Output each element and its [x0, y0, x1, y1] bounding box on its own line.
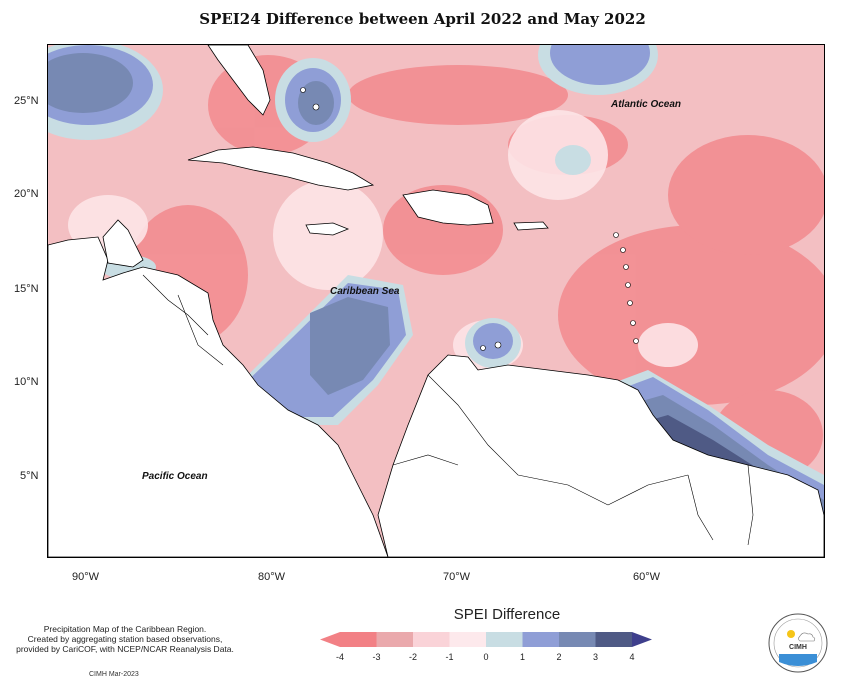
logo-text: CIMH: [789, 644, 807, 651]
legend-swatch: [486, 632, 523, 647]
lat-tick-25n: 25°N: [14, 95, 39, 107]
legend-arrow-right: [632, 632, 652, 647]
legend-tick-label: 2: [556, 652, 561, 662]
map-credit: CIMH Mar-2023: [89, 671, 139, 678]
legend-tick-label: -1: [445, 652, 453, 662]
sun-icon: [787, 630, 795, 638]
label-caribbean-sea: Caribbean Sea: [330, 286, 400, 297]
legend-title: SPEI Difference: [453, 606, 561, 623]
legend-colorbar: -4 -3 -2 -1 0 1 2 3 4: [320, 632, 652, 662]
spei-field-negative: [128, 55, 824, 480]
spei-map: Atlantic Ocean Caribbean Sea Pacific Oce…: [48, 45, 824, 557]
map-title: SPEI24 Difference between April 2022 and…: [199, 10, 646, 28]
land-masses: [48, 45, 824, 557]
legend-tick-label: 1: [520, 652, 525, 662]
legend-tick-label: -4: [336, 652, 344, 662]
legend-swatch: [595, 632, 632, 647]
lon-tick-70w: 70°W: [443, 571, 471, 583]
label-pacific-ocean: Pacific Ocean: [142, 471, 208, 482]
note-line-3: provided by CariCOF, with NCEP/NCAR Rean…: [16, 644, 234, 654]
legend-swatch: [449, 632, 486, 647]
cloud-icon: [798, 632, 816, 642]
legend-arrow-left: [320, 632, 340, 647]
map-canvas[interactable]: Atlantic Ocean Caribbean Sea Pacific Oce…: [47, 44, 825, 558]
legend-swatch: [340, 632, 377, 647]
legend-tick-label: 0: [483, 652, 488, 662]
legend-swatch: [376, 632, 413, 647]
wave-icon: [779, 654, 817, 666]
lat-tick-20n: 20°N: [14, 188, 39, 200]
lon-tick-90w: 90°W: [72, 571, 100, 583]
country-borders: [142, 274, 754, 546]
legend-swatch: [522, 632, 559, 647]
legend-tick-label: 4: [629, 652, 634, 662]
legend-swatch: [413, 632, 450, 647]
lesser-antilles: [300, 87, 639, 351]
legend-swatch: [559, 632, 596, 647]
legend-tick-label: -3: [372, 652, 380, 662]
lon-tick-80w: 80°W: [258, 571, 286, 583]
lat-tick-10n: 10°N: [14, 376, 39, 388]
cimh-logo: CIMH: [768, 613, 828, 673]
lon-tick-60w: 60°W: [633, 571, 661, 583]
note-line-2: Created by aggregating station based obs…: [27, 634, 223, 644]
legend-tick-label: -2: [409, 652, 417, 662]
legend-tick-label: 3: [593, 652, 598, 662]
label-atlantic-ocean: Atlantic Ocean: [610, 99, 681, 110]
lat-tick-15n: 15°N: [14, 283, 39, 295]
note-line-1: Precipitation Map of the Caribbean Regio…: [43, 624, 207, 634]
lat-tick-5n: 5°N: [20, 470, 39, 482]
map-description: Precipitation Map of the Caribbean Regio…: [6, 624, 244, 654]
